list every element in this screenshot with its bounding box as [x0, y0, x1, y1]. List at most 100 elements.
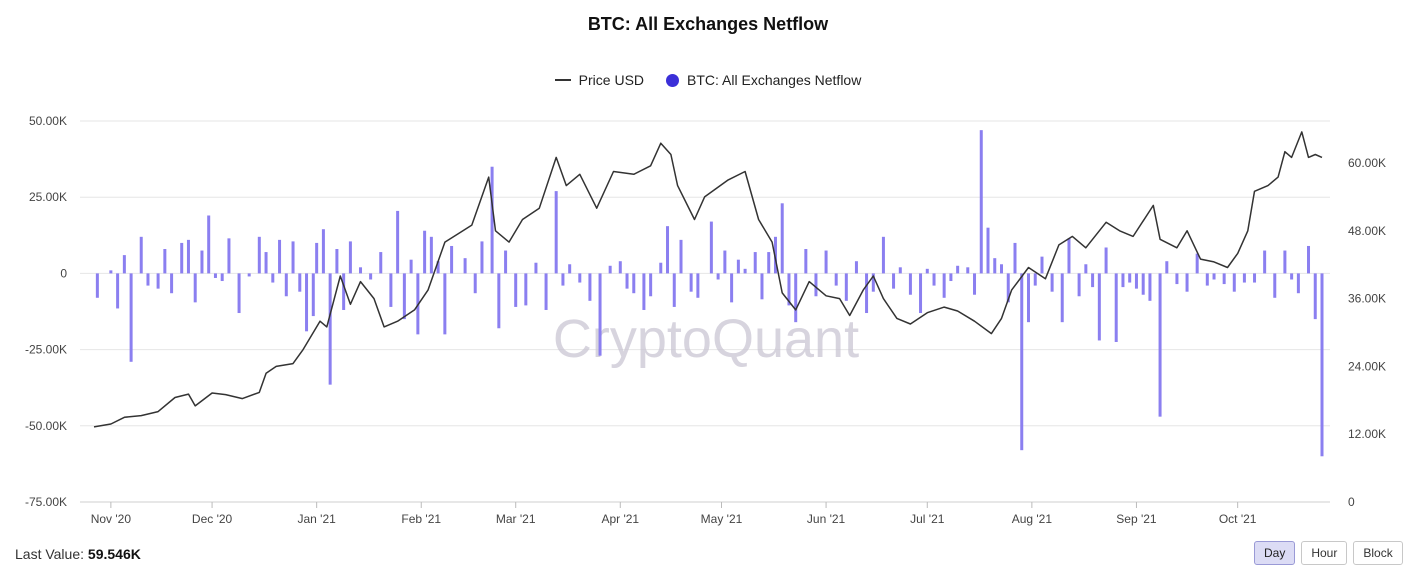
netflow-bar: [342, 273, 346, 310]
netflow-bar: [787, 273, 791, 306]
legend-label-netflow: BTC: All Exchanges Netflow: [687, 72, 862, 88]
interval-button-block[interactable]: Block: [1353, 541, 1403, 565]
netflow-bar: [163, 249, 167, 274]
netflow-bar: [109, 270, 113, 274]
netflow-bar: [689, 273, 693, 292]
netflow-bar: [1222, 273, 1226, 285]
price-line: [93, 131, 1323, 428]
netflow-bar: [122, 255, 126, 274]
netflow-bar: [129, 273, 133, 362]
netflow-bar: [396, 210, 400, 274]
netflow-bar: [760, 273, 764, 300]
netflow-bar: [1296, 273, 1300, 294]
netflow-bar: [305, 273, 309, 332]
netflow-bar: [1040, 256, 1044, 274]
netflow-bar: [227, 238, 231, 274]
netflow-bar: [1091, 273, 1095, 288]
netflow-bar: [1158, 273, 1162, 417]
netflow-bar: [1273, 273, 1277, 298]
netflow-bar: [116, 273, 120, 309]
netflow-bar: [1033, 273, 1037, 286]
netflow-bar: [908, 273, 912, 295]
netflow-bar: [865, 273, 869, 314]
right-axis-tick-label: 12.00K: [1348, 427, 1386, 441]
netflow-bar: [1067, 238, 1071, 274]
netflow-bar: [1283, 250, 1287, 274]
netflow-bar: [568, 264, 572, 274]
netflow-bar: [956, 265, 960, 274]
netflow-bar: [666, 226, 670, 274]
netflow-bar: [1165, 261, 1169, 274]
netflow-bar: [1212, 273, 1216, 280]
netflow-bar: [1141, 273, 1145, 295]
netflow-bar: [264, 252, 268, 274]
left-axis-tick-label: -25.00K: [25, 343, 67, 357]
netflow-bar: [1205, 273, 1209, 286]
netflow-bar: [625, 273, 629, 289]
circle-swatch-icon: [666, 73, 680, 87]
netflow-bar: [1290, 273, 1294, 280]
x-axis-tick-label: Sep '21: [1116, 512, 1157, 526]
netflow-bar: [436, 261, 440, 274]
netflow-bar: [1263, 250, 1267, 274]
netflow-bar: [716, 273, 720, 280]
netflow-bar: [514, 273, 518, 307]
netflow-bar: [321, 229, 325, 274]
netflow-bar: [773, 236, 777, 274]
netflow-bar: [335, 249, 339, 274]
legend-item-price[interactable]: Price USD: [554, 72, 644, 88]
netflow-bar: [237, 273, 241, 314]
netflow-bar: [1000, 264, 1004, 274]
netflow-bar: [794, 273, 798, 323]
netflow-bar: [1195, 253, 1199, 274]
netflow-bar: [1185, 273, 1189, 292]
netflow-bar: [180, 242, 184, 274]
netflow-bar: [608, 265, 612, 274]
interval-button-hour[interactable]: Hour: [1301, 541, 1348, 565]
netflow-bar: [146, 273, 150, 286]
netflow-bar: [730, 273, 734, 303]
netflow-bar: [780, 203, 784, 274]
netflow-bar: [1013, 242, 1017, 274]
netflow-bar: [504, 250, 508, 274]
netflow-bar: [544, 273, 548, 310]
netflow-bar: [942, 273, 946, 298]
netflow-bar: [443, 273, 447, 335]
legend-item-netflow[interactable]: BTC: All Exchanges Netflow: [666, 72, 861, 88]
netflow-bar: [919, 273, 923, 314]
netflow-bar: [524, 273, 528, 306]
interval-button-day[interactable]: Day: [1254, 541, 1296, 565]
x-axis-tick-label: Aug '21: [1012, 512, 1053, 526]
netflow-bar: [1128, 273, 1132, 283]
netflow-bar: [736, 259, 740, 274]
netflow-bar: [291, 241, 295, 274]
netflow-bar: [95, 273, 99, 298]
x-axis-tick-label: Nov '20: [91, 512, 132, 526]
netflow-bar: [1050, 273, 1054, 292]
netflow-bar: [257, 236, 261, 274]
netflow-bar: [213, 273, 217, 278]
right-axis-tick-label: 36.00K: [1348, 292, 1386, 306]
netflow-bar: [186, 239, 190, 274]
watermark-logo: CryptoQuant: [553, 309, 859, 369]
netflow-bar: [854, 261, 858, 274]
netflow-bar: [207, 215, 211, 274]
x-axis-tick-label: Oct '21: [1219, 512, 1257, 526]
netflow-bar: [824, 250, 828, 274]
chart-title: BTC: All Exchanges Netflow: [587, 14, 829, 34]
netflow-bar: [473, 273, 477, 294]
netflow-bar: [1232, 273, 1236, 292]
netflow-bar: [767, 252, 771, 274]
x-axis-tick-label: Dec '20: [192, 512, 233, 526]
netflow-bar: [139, 236, 143, 274]
netflow-bar: [814, 273, 818, 297]
netflow-bar: [450, 245, 454, 274]
netflow-bar: [369, 273, 373, 280]
right-axis-tick-label: 0: [1348, 495, 1355, 509]
netflow-bar: [672, 273, 676, 307]
x-axis-tick-label: Jun '21: [807, 512, 846, 526]
netflow-bar: [1114, 273, 1118, 342]
netflow-bar: [1253, 273, 1257, 283]
netflow-bar: [561, 273, 565, 286]
